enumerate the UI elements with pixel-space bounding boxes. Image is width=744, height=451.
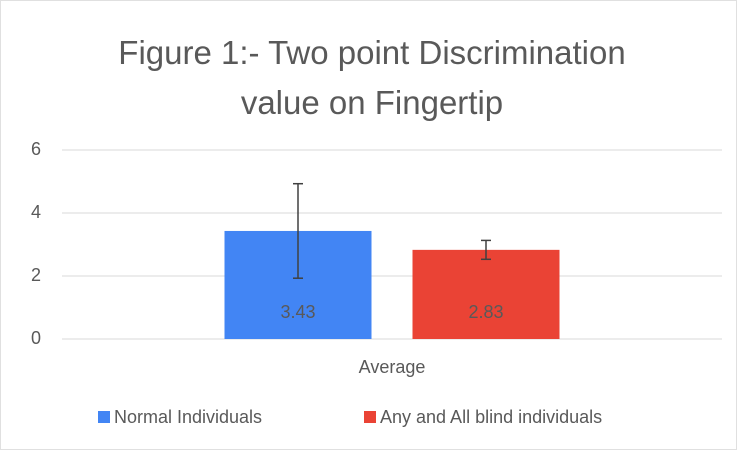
y-tick-label: 4 (31, 202, 41, 222)
legend-swatch (98, 411, 110, 423)
legend-swatch (364, 411, 376, 423)
data-label: 2.83 (468, 302, 503, 322)
chart-title: Figure 1:- Two point Discrimination valu… (118, 34, 626, 121)
y-tick-label: 6 (31, 139, 41, 159)
y-tick-label: 2 (31, 265, 41, 285)
error-bar (293, 182, 303, 279)
bar (412, 249, 560, 339)
legend-label: Normal Individuals (114, 407, 262, 427)
y-tick-label: 0 (31, 328, 41, 348)
data-label: 3.43 (280, 302, 315, 322)
legend-label: Any and All blind individuals (380, 407, 602, 427)
error-bar (481, 239, 491, 261)
x-tick-label: Average (359, 357, 426, 377)
